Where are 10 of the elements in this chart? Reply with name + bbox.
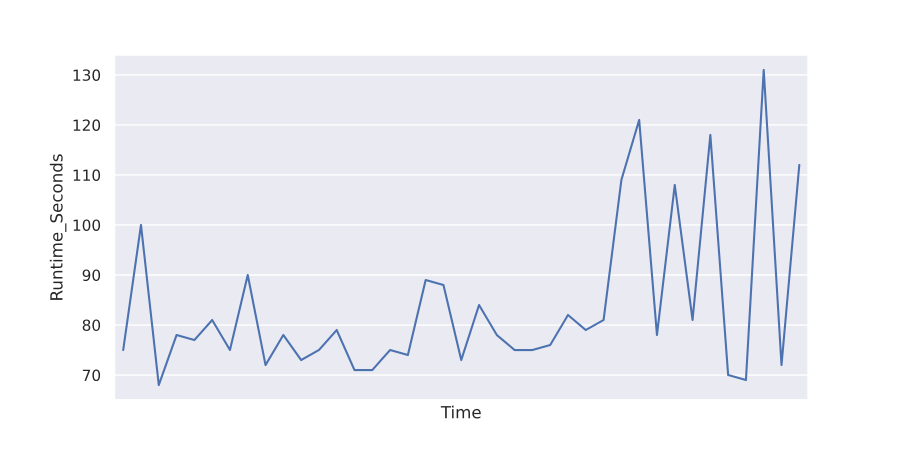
y-tick-label: 80 [82,319,100,332]
y-tick-label: 110 [74,169,100,181]
line-series [122,68,800,386]
y-tick-label: 70 [82,370,100,382]
x-axis-title: Time [440,406,481,419]
y-tick-label: 130 [74,69,100,81]
y-tick-label: 100 [74,219,100,231]
y-axis-title: Runtime_Seconds [50,154,66,300]
y-tick-label: 120 [74,119,100,131]
y-tick-label: 90 [82,269,100,282]
